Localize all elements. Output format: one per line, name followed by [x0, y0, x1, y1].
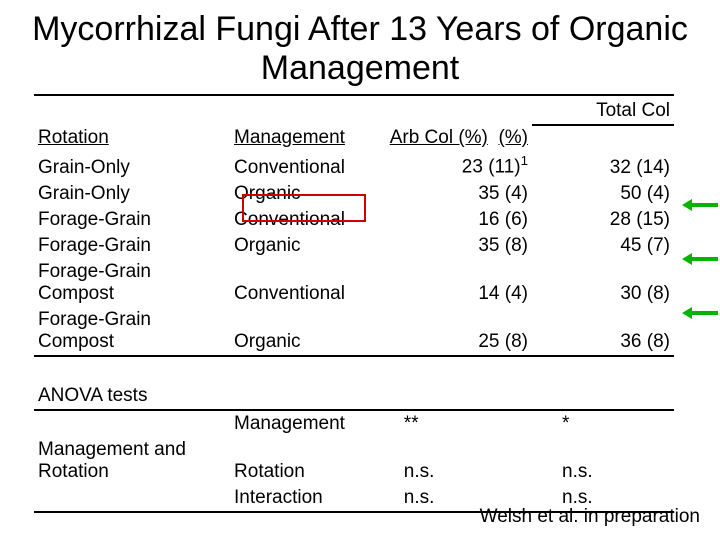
- table-row: Grain-Only Conventional 23 (11)1 32 (14): [34, 151, 674, 180]
- highlight-box: [242, 194, 366, 222]
- arrow-left-icon: [682, 253, 718, 265]
- header-arb: Arb Col (%): [390, 127, 488, 148]
- anova-factor: Rotation: [234, 461, 305, 482]
- anova-label-row: ANOVA tests: [34, 381, 674, 410]
- cell-total: 28 (15): [610, 209, 670, 230]
- cell-management: Organic: [234, 235, 301, 256]
- header-arb-extra: (%): [498, 127, 528, 148]
- cell-arb-sup: 1: [521, 153, 528, 168]
- cell-rotation: Forage-Grain Compost: [38, 309, 151, 352]
- arrow-left-icon: [682, 307, 718, 319]
- cell-arb: 35 (8): [478, 235, 528, 256]
- anova-factor: Management: [234, 413, 345, 434]
- cell-arb: 35 (4): [478, 183, 528, 204]
- anova-row: Management and Rotation Rotation n.s. n.s.: [34, 437, 674, 485]
- cell-rotation: Grain-Only: [38, 157, 130, 178]
- anova-total: n.s.: [562, 461, 593, 482]
- cell-management: Organic: [234, 331, 301, 352]
- citation: Welsh et al. in preparation: [480, 506, 700, 528]
- cell-rotation: Forage-Grain: [38, 235, 151, 256]
- anova-arb: **: [404, 413, 419, 434]
- cell-arb: 16 (6): [478, 209, 528, 230]
- cell-rotation: Forage-Grain: [38, 209, 151, 230]
- anova-total: *: [562, 413, 569, 434]
- cell-rotation: Grain-Only: [38, 183, 130, 204]
- header-row-1: Total Col: [34, 98, 674, 125]
- cell-total: 36 (8): [620, 331, 670, 352]
- cell-total: 45 (7): [620, 235, 670, 256]
- anova-row: Management***: [34, 410, 674, 437]
- anova-left-label: Management and Rotation: [38, 439, 186, 482]
- header-row-2: Rotation Management Arb Col (%) (%): [34, 125, 674, 151]
- cell-rotation: Forage-Grain Compost: [38, 261, 151, 304]
- main-table: Total Col Rotation Management Arb Col (%…: [34, 94, 674, 514]
- anova-arb: n.s.: [404, 487, 435, 508]
- table-row: Forage-Grain Compost Organic 25 (8) 36 (8): [34, 307, 674, 356]
- anova-label: ANOVA tests: [38, 385, 147, 406]
- anova-factor: Interaction: [234, 487, 323, 508]
- arrow-left-icon: [682, 199, 718, 211]
- cell-management: Conventional: [234, 283, 345, 304]
- cell-total: 32 (14): [610, 157, 670, 178]
- cell-total: 30 (8): [620, 283, 670, 304]
- anova-total: n.s.: [562, 487, 593, 508]
- cell-arb: 25 (8): [478, 331, 528, 352]
- table-row: Forage-Grain Compost Conventional 14 (4) 30…: [34, 259, 674, 307]
- content-wrap: Total Col Rotation Management Arb Col (%…: [0, 94, 720, 514]
- cell-arb: 23 (11): [462, 157, 521, 178]
- header-rotation: Rotation: [38, 127, 109, 148]
- page-title: Mycorrhizal Fungi After 13 Years of Orga…: [0, 0, 720, 94]
- cell-management: Conventional: [234, 157, 345, 178]
- cell-total: 50 (4): [620, 183, 670, 204]
- table-row: Forage-Grain Organic 35 (8) 45 (7): [34, 233, 674, 259]
- header-total-top: Total Col: [596, 100, 670, 121]
- header-management: Management: [234, 127, 345, 148]
- cell-arb: 14 (4): [478, 283, 528, 304]
- anova-arb: n.s.: [404, 461, 435, 482]
